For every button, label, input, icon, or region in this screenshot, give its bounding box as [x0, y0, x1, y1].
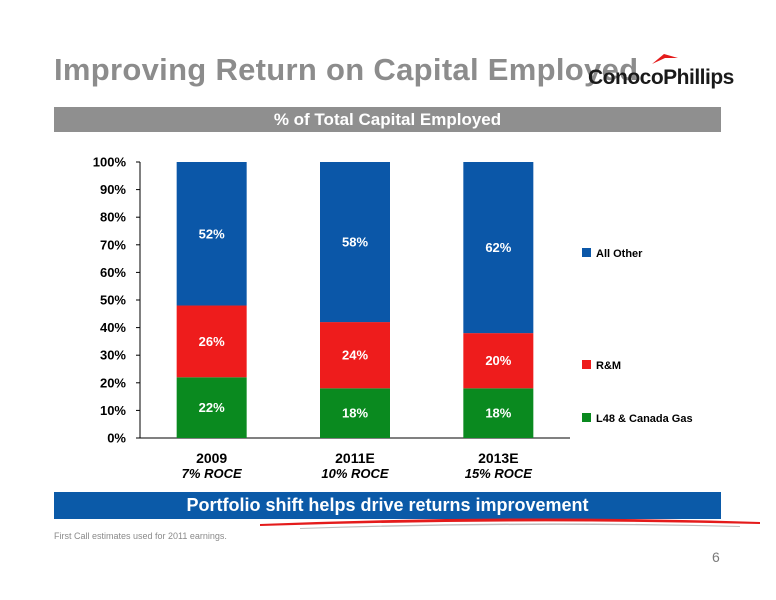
y-tick-label: 30%: [100, 348, 126, 363]
conclusion-banner: Portfolio shift helps drive returns impr…: [54, 492, 721, 519]
data-label: 20%: [485, 353, 511, 368]
banner-text: Portfolio shift helps drive returns impr…: [186, 495, 589, 515]
bar-segment: [463, 388, 534, 438]
bar-segment: [320, 388, 390, 438]
y-tick-label: 60%: [100, 265, 126, 280]
y-tick-label: 100%: [93, 155, 127, 170]
legend-label: All Other: [596, 248, 643, 260]
y-tick-label: 20%: [100, 375, 126, 390]
x-category-label: 2013E: [478, 450, 518, 466]
data-label: 18%: [485, 406, 511, 421]
bar-segment: [320, 162, 390, 323]
data-label: 58%: [342, 235, 368, 250]
logo-text: ConocoPhillips: [588, 66, 734, 89]
bar-segment: [176, 305, 247, 378]
data-label: 18%: [342, 406, 368, 421]
bar-segment: [463, 162, 534, 334]
footnote: First Call estimates used for 2011 earni…: [54, 531, 227, 541]
stacked-bar-chart: 0% 10% 20% 30% 40% 50% 60% 70% 80% 90% 100% 20097% …: [93, 155, 693, 482]
chart-subtitle: % of Total Capital Employed: [273, 110, 502, 129]
legend-label: L48 & Canada Gas: [596, 413, 693, 425]
data-label: 52%: [199, 226, 225, 241]
decorative-swoosh: [260, 518, 760, 529]
slide-title: Improving Return on Capital Employed: [54, 52, 639, 87]
legend-swatch: [582, 360, 591, 369]
legend-label: R&M: [596, 360, 621, 372]
y-tick-label: 10%: [100, 403, 126, 418]
x-category-label: 2009: [196, 450, 227, 466]
x-category-sublabel: 7% ROCE: [182, 466, 242, 481]
data-label: 62%: [485, 240, 511, 255]
y-tick-label: 90%: [100, 182, 126, 197]
bar-segment: [176, 162, 247, 306]
legend-swatch: [582, 248, 591, 257]
chart-axes: 0% 10% 20% 30% 40% 50% 60% 70% 80% 90% 100% 20097% …: [93, 155, 570, 481]
x-category-label: 2011E: [335, 450, 375, 466]
chart-bars: 22% 26% 52% 18% 24% 58% 18% 20% 62%: [176, 162, 534, 438]
y-tick-label: 40%: [100, 320, 126, 335]
data-label: 24%: [342, 348, 368, 363]
x-category-sublabel: 10% ROCE: [321, 466, 389, 481]
data-label: 26%: [199, 334, 225, 349]
y-tick-label: 80%: [100, 210, 126, 225]
bar-segment: [176, 377, 247, 438]
company-logo: ConocoPhillips: [588, 50, 734, 90]
y-tick-label: 70%: [100, 237, 126, 252]
x-category-sublabel: 15% ROCE: [465, 466, 533, 481]
y-tick-label: 50%: [100, 293, 126, 308]
page-number: 6: [712, 549, 720, 565]
bar-segment: [463, 333, 534, 389]
logo-mark-icon: [652, 54, 678, 64]
y-tick-label: 0%: [107, 431, 126, 446]
bar-segment: [320, 322, 390, 389]
chart-subtitle-bar: % of Total Capital Employed: [54, 107, 721, 132]
legend-swatch: [582, 413, 591, 422]
chart-legend: L48 & Canada Gas R&M All Other: [582, 248, 693, 425]
data-label: 22%: [199, 400, 225, 415]
